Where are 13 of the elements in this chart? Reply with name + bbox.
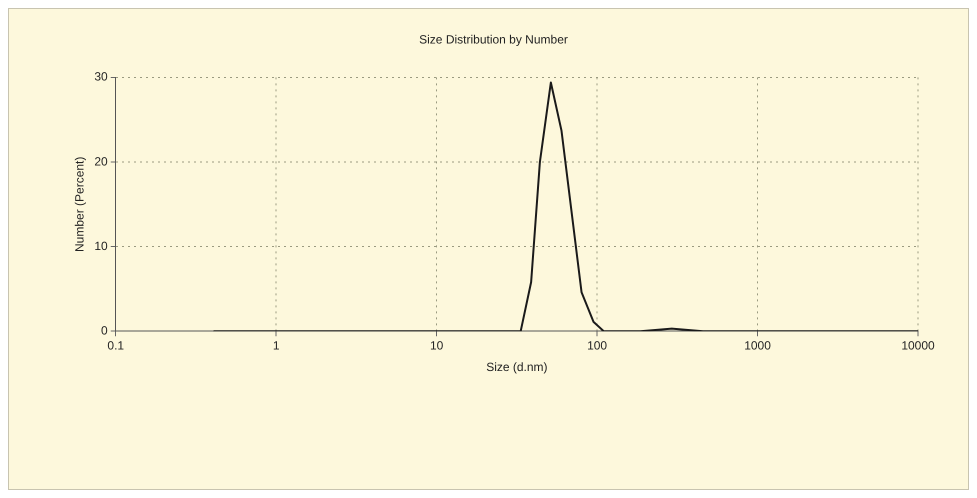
y-tick-label: 30	[94, 70, 108, 84]
y-axis-title: Number (Percent)	[72, 156, 87, 252]
x-tick-label: 1000	[744, 338, 772, 353]
x-tick-label: 10	[430, 338, 444, 353]
y-tick-label: 0	[101, 324, 108, 338]
chart-title: Size Distribution by Number	[419, 32, 568, 47]
x-axis-title: Size (d.nm)	[486, 360, 548, 374]
x-tick-label: 1	[272, 338, 280, 353]
x-tick-label: 0.1	[107, 338, 124, 353]
x-tick-label: 100	[587, 338, 608, 353]
x-tick-label: 10000	[901, 338, 936, 353]
y-tick-label: 20	[94, 154, 108, 168]
y-tick-label: 10	[94, 238, 108, 253]
